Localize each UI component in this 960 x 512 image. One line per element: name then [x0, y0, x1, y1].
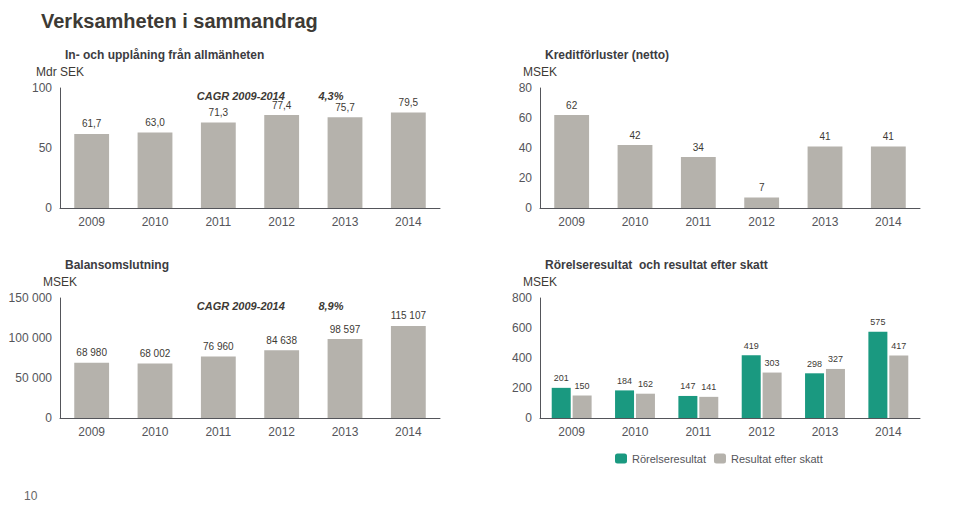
- svg-text:0: 0: [525, 201, 532, 215]
- svg-text:Resultat efter skatt: Resultat efter skatt: [731, 453, 823, 465]
- svg-text:2013: 2013: [332, 215, 359, 229]
- svg-text:68 002: 68 002: [140, 348, 171, 359]
- svg-text:150 000: 150 000: [9, 291, 53, 305]
- svg-text:2010: 2010: [142, 215, 169, 229]
- svg-text:2013: 2013: [812, 215, 839, 229]
- svg-text:2012: 2012: [268, 215, 295, 229]
- svg-text:147: 147: [680, 381, 695, 391]
- svg-text:400: 400: [512, 351, 532, 365]
- svg-text:303: 303: [765, 358, 780, 368]
- svg-text:2009: 2009: [558, 425, 585, 439]
- svg-text:63,0: 63,0: [145, 117, 165, 128]
- svg-text:50 000: 50 000: [15, 371, 52, 385]
- svg-text:184: 184: [617, 376, 632, 386]
- svg-text:2010: 2010: [622, 215, 649, 229]
- svg-text:2012: 2012: [748, 215, 775, 229]
- svg-text:2010: 2010: [622, 425, 649, 439]
- svg-text:77,4: 77,4: [272, 100, 292, 111]
- svg-text:CAGR 2009-2014: CAGR 2009-2014: [197, 300, 285, 312]
- svg-text:84 638: 84 638: [266, 335, 297, 346]
- svg-text:100 000: 100 000: [9, 331, 53, 345]
- svg-text:2011: 2011: [205, 215, 231, 229]
- svg-text:41: 41: [819, 131, 831, 142]
- svg-text:2009: 2009: [78, 425, 105, 439]
- svg-text:10: 10: [24, 489, 38, 503]
- svg-text:79,5: 79,5: [399, 97, 419, 108]
- svg-text:0: 0: [45, 201, 52, 215]
- svg-text:98 597: 98 597: [330, 324, 361, 335]
- svg-text:MSEK: MSEK: [523, 275, 557, 289]
- svg-text:2014: 2014: [395, 425, 422, 439]
- svg-text:61,7: 61,7: [82, 118, 102, 129]
- svg-text:Rörelseresultat: Rörelseresultat: [632, 453, 706, 465]
- svg-text:2014: 2014: [875, 215, 902, 229]
- svg-text:Kreditförluster (netto): Kreditförluster (netto): [545, 48, 669, 62]
- svg-text:417: 417: [891, 341, 906, 351]
- svg-text:MSEK: MSEK: [523, 65, 557, 79]
- svg-text:71,3: 71,3: [209, 107, 229, 118]
- svg-text:162: 162: [638, 379, 653, 389]
- svg-text:62: 62: [566, 100, 578, 111]
- svg-text:80: 80: [519, 81, 533, 95]
- svg-text:201: 201: [554, 373, 569, 383]
- svg-text:68 980: 68 980: [76, 347, 107, 358]
- svg-text:2014: 2014: [875, 425, 902, 439]
- svg-text:Verksamheten i sammandrag: Verksamheten i sammandrag: [41, 10, 318, 32]
- svg-text:50: 50: [39, 141, 53, 155]
- svg-text:41: 41: [883, 131, 895, 142]
- svg-text:2009: 2009: [558, 215, 585, 229]
- svg-text:150: 150: [575, 381, 590, 391]
- svg-text:2012: 2012: [268, 425, 295, 439]
- svg-text:115 107: 115 107: [391, 310, 427, 321]
- svg-text:42: 42: [629, 130, 641, 141]
- svg-text:76 960: 76 960: [203, 341, 234, 352]
- svg-text:600: 600: [512, 321, 532, 335]
- svg-text:20: 20: [519, 171, 533, 185]
- svg-text:8,9%: 8,9%: [318, 300, 343, 312]
- svg-text:40: 40: [519, 141, 533, 155]
- svg-text:2010: 2010: [142, 425, 169, 439]
- svg-text:327: 327: [828, 354, 843, 364]
- svg-text:Mdr SEK: Mdr SEK: [36, 65, 84, 79]
- svg-text:100: 100: [32, 81, 52, 95]
- svg-text:60: 60: [519, 111, 533, 125]
- svg-text:419: 419: [744, 341, 759, 351]
- svg-text:75,7: 75,7: [335, 102, 355, 113]
- svg-text:298: 298: [807, 359, 822, 369]
- svg-text:0: 0: [45, 411, 52, 425]
- svg-text:4,3%: 4,3%: [317, 90, 343, 102]
- svg-text:2011: 2011: [685, 425, 711, 439]
- svg-text:800: 800: [512, 291, 532, 305]
- svg-text:2014: 2014: [395, 215, 422, 229]
- svg-text:34: 34: [693, 142, 705, 153]
- svg-text:Balansomslutning: Balansomslutning: [65, 258, 169, 272]
- svg-text:0: 0: [525, 411, 532, 425]
- svg-text:2013: 2013: [812, 425, 839, 439]
- svg-text:7: 7: [759, 182, 765, 193]
- svg-text:MSEK: MSEK: [43, 275, 77, 289]
- svg-text:2011: 2011: [685, 215, 711, 229]
- svg-text:Rörelseresultat och resultat: Rörelseresultat och resultat efter skatt: [545, 258, 768, 272]
- svg-text:575: 575: [870, 317, 885, 327]
- svg-text:2013: 2013: [332, 425, 359, 439]
- svg-text:200: 200: [512, 381, 532, 395]
- svg-text:2011: 2011: [205, 425, 231, 439]
- svg-text:2012: 2012: [748, 425, 775, 439]
- svg-text:2009: 2009: [78, 215, 105, 229]
- svg-text:In- och upplåning från allmänh: In- och upplåning från allmänheten: [65, 48, 264, 62]
- svg-text:141: 141: [701, 382, 716, 392]
- svg-text:CAGR 2009-2014: CAGR 2009-2014: [196, 89, 285, 102]
